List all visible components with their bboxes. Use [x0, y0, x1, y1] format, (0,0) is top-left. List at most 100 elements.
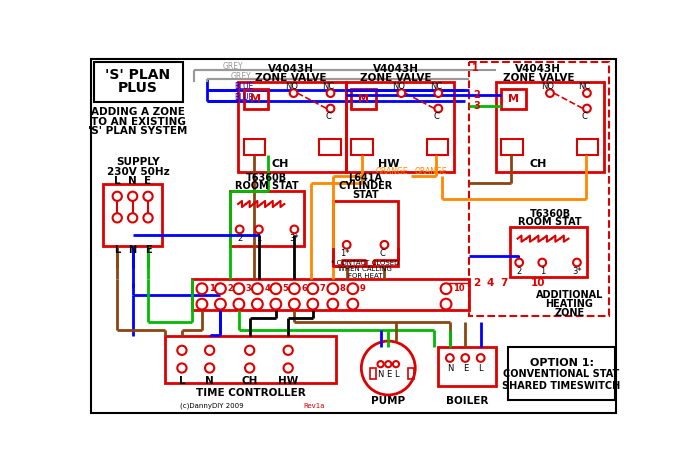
Bar [351, 89, 376, 110]
Text: ORANGE: ORANGE [376, 167, 408, 176]
Text: NC: NC [578, 82, 591, 91]
Circle shape [290, 89, 297, 97]
Circle shape [233, 299, 244, 309]
Bar [244, 139, 265, 155]
Circle shape [462, 354, 469, 362]
Circle shape [446, 354, 454, 362]
Text: L: L [114, 245, 120, 255]
Text: (c)DannyDIY 2009: (c)DannyDIY 2009 [180, 402, 244, 409]
Circle shape [177, 346, 186, 355]
Text: 1*: 1* [339, 249, 349, 258]
Text: 3: 3 [246, 284, 252, 293]
Circle shape [290, 226, 298, 233]
Text: GREY: GREY [230, 72, 251, 80]
Circle shape [362, 341, 415, 395]
Circle shape [328, 299, 338, 309]
Circle shape [255, 226, 263, 233]
Circle shape [573, 259, 581, 266]
Text: L: L [179, 376, 185, 386]
Circle shape [128, 192, 137, 201]
Text: 1: 1 [209, 284, 215, 293]
Text: N: N [128, 176, 137, 186]
Text: GREY: GREY [223, 62, 244, 72]
Text: HEATING: HEATING [545, 299, 593, 309]
Circle shape [583, 105, 591, 112]
Text: BLUE: BLUE [235, 93, 253, 102]
Circle shape [270, 283, 282, 294]
Bar [104, 184, 162, 246]
Circle shape [215, 299, 226, 309]
Text: 6: 6 [302, 284, 307, 293]
Text: 2: 2 [473, 90, 480, 100]
Bar [192, 279, 469, 310]
Text: 2: 2 [517, 267, 522, 276]
Circle shape [205, 346, 215, 355]
Circle shape [177, 363, 186, 373]
Circle shape [441, 283, 451, 294]
Text: 3*: 3* [290, 234, 299, 243]
Text: CH: CH [530, 159, 547, 169]
Text: E: E [463, 364, 468, 373]
Bar [508, 347, 615, 400]
Text: ZONE VALVE: ZONE VALVE [503, 73, 574, 83]
Bar [333, 201, 398, 266]
Circle shape [144, 213, 152, 222]
Circle shape [477, 354, 484, 362]
Text: E: E [386, 370, 391, 379]
Text: 10: 10 [531, 278, 545, 288]
Text: ZONE VALVE: ZONE VALVE [360, 73, 432, 83]
Text: C: C [380, 249, 385, 258]
Bar [94, 62, 183, 102]
Text: CH: CH [272, 159, 289, 169]
Bar [577, 139, 598, 155]
Circle shape [326, 89, 335, 97]
Circle shape [205, 363, 215, 373]
Text: STAT: STAT [352, 190, 379, 200]
Bar [502, 139, 523, 155]
Circle shape [284, 346, 293, 355]
Text: M: M [509, 94, 520, 104]
Text: L: L [478, 364, 483, 373]
Circle shape [393, 361, 399, 367]
Text: 10: 10 [453, 284, 464, 293]
Text: C: C [582, 112, 588, 121]
Bar [502, 89, 526, 110]
Text: C: C [325, 112, 331, 121]
Text: TO AN EXISTING: TO AN EXISTING [90, 117, 186, 127]
Text: Rev1a: Rev1a [304, 403, 325, 409]
Text: N: N [205, 376, 214, 386]
Circle shape [289, 299, 299, 309]
Bar [238, 81, 346, 172]
Text: 'S' PLAN: 'S' PLAN [106, 68, 170, 81]
Circle shape [385, 361, 391, 367]
Text: CYLINDER: CYLINDER [338, 181, 393, 191]
Text: ROOM STAT: ROOM STAT [518, 218, 582, 227]
Bar [510, 227, 587, 277]
Bar [408, 368, 415, 379]
Text: 'S' PLAN SYSTEM: 'S' PLAN SYSTEM [88, 126, 188, 136]
Text: SUPPLY: SUPPLY [116, 157, 160, 168]
Text: 3: 3 [473, 101, 480, 111]
Text: M: M [250, 94, 262, 104]
Circle shape [236, 226, 244, 233]
Text: ORANGE: ORANGE [414, 167, 447, 176]
Circle shape [308, 299, 318, 309]
Bar [230, 191, 304, 246]
Text: M: M [358, 94, 369, 104]
Circle shape [112, 213, 122, 222]
Text: ZONE: ZONE [554, 308, 584, 318]
Text: * CONTACT CLOSED: * CONTACT CLOSED [331, 260, 400, 265]
Text: HW: HW [278, 376, 298, 386]
Text: V4043H: V4043H [515, 64, 562, 74]
Bar [165, 336, 336, 383]
Text: 8: 8 [339, 284, 346, 293]
Circle shape [326, 105, 335, 112]
Circle shape [441, 299, 451, 309]
Text: L641A: L641A [348, 173, 382, 183]
Circle shape [435, 105, 442, 112]
Text: NC: NC [430, 82, 442, 91]
Text: NO: NO [393, 82, 406, 91]
Text: 9: 9 [359, 284, 366, 293]
Text: 5: 5 [283, 284, 288, 293]
Text: BOILER: BOILER [446, 396, 488, 406]
